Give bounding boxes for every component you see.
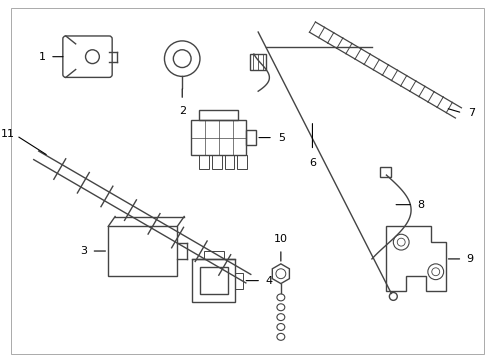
Text: 8: 8 <box>417 200 424 210</box>
Text: 4: 4 <box>265 276 272 285</box>
Text: 9: 9 <box>466 254 473 264</box>
Text: 11: 11 <box>0 129 15 139</box>
Text: 3: 3 <box>80 246 88 256</box>
Text: 2: 2 <box>179 106 186 116</box>
Text: 5: 5 <box>278 132 285 143</box>
Text: 6: 6 <box>309 158 316 168</box>
Text: 7: 7 <box>468 108 475 118</box>
Text: 1: 1 <box>39 52 46 62</box>
Text: 10: 10 <box>274 234 288 244</box>
